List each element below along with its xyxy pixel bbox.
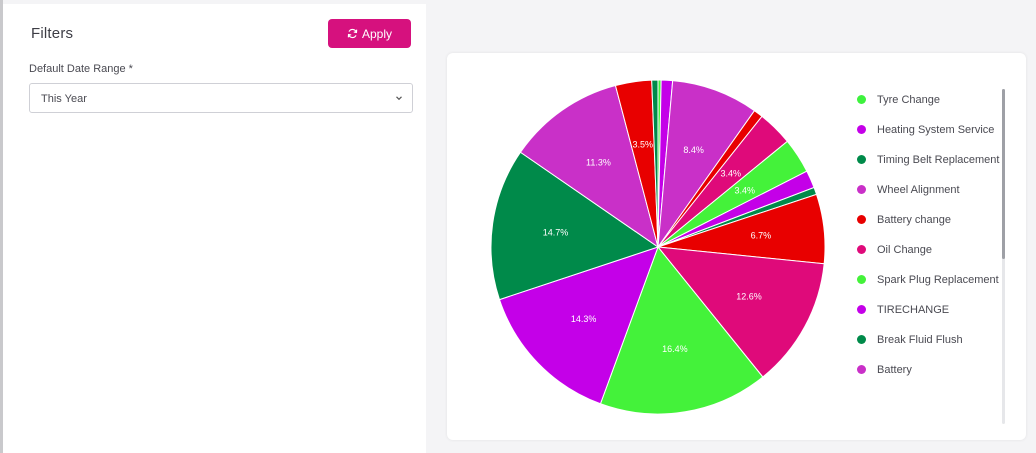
- legend-item[interactable]: TIRECHANGE: [857, 303, 1002, 317]
- pie-slice-label: 14.3%: [571, 314, 597, 324]
- legend-scroll-thumb[interactable]: [1002, 89, 1005, 259]
- pie-slice-label: 11.3%: [586, 157, 611, 167]
- legend-label: Battery: [877, 364, 912, 376]
- legend-color-dot: [857, 155, 866, 164]
- pie-chart: 8.4% 3.4% 3.4% 6.7% 12.6% 16.4% 14.3% 14.7% 11.3…: [490, 79, 826, 415]
- legend-item[interactable]: Break Fluid Flush: [857, 333, 1002, 347]
- legend-item[interactable]: Battery: [857, 363, 1002, 377]
- pie-slice-label: 16.4%: [662, 344, 688, 354]
- legend-label: Heating System Service: [877, 124, 995, 136]
- legend-color-dot: [857, 275, 866, 284]
- apply-label: Apply: [361, 26, 393, 41]
- legend-item[interactable]: Oil Change: [857, 243, 1002, 257]
- legend-color-dot: [857, 335, 866, 344]
- date-range-select[interactable]: This Year: [29, 83, 413, 113]
- legend-label: Oil Change: [877, 244, 933, 256]
- legend-color-dot: [857, 305, 866, 314]
- legend-scrollbar[interactable]: [1002, 89, 1005, 424]
- legend-color-dot: [857, 245, 866, 254]
- pie-slice[interactable]: [599, 245, 764, 415]
- pie-slice[interactable]: [656, 246, 825, 378]
- legend-color-dot: [857, 95, 866, 104]
- legend-label: TIRECHANGE: [877, 304, 950, 316]
- legend-label: Timing Belt Replacement: [877, 154, 1000, 166]
- pie-slice[interactable]: [651, 79, 659, 248]
- pie-slice-label: 14.7%: [543, 227, 569, 237]
- pie-slice-label: 3.4%: [734, 185, 755, 195]
- legend-color-dot: [857, 125, 866, 134]
- filter-panel: Filters Apply Default Date Range * This …: [3, 4, 426, 453]
- legend-label: Spark Plug Replacement: [877, 274, 999, 286]
- window-edge: [0, 0, 3, 453]
- pie-slice[interactable]: [519, 84, 659, 249]
- legend-color-dot: [857, 215, 866, 224]
- legend-label: Tyre Change: [877, 94, 940, 106]
- legend-item[interactable]: Heating System Service: [857, 123, 1002, 137]
- date-range-value: This Year: [41, 93, 87, 105]
- legend-item[interactable]: Timing Belt Replacement: [857, 153, 1002, 167]
- legend-label: Wheel Alignment: [877, 184, 960, 196]
- legend-label: Break Fluid Flush: [877, 334, 963, 346]
- refresh-icon: [347, 28, 358, 39]
- pie-slice[interactable]: [498, 246, 659, 405]
- legend-color-dot: [857, 365, 866, 374]
- pie-slice-label: 12.6%: [736, 291, 762, 301]
- chevron-down-icon: [396, 96, 402, 101]
- legend-item[interactable]: Spark Plug Replacement: [857, 273, 1002, 287]
- chart-card: 8.4% 3.4% 3.4% 6.7% 12.6% 16.4% 14.3% 14.7% 11.3…: [447, 53, 1026, 440]
- chart-legend: Tyre Change Heating System Service Timing …: [857, 93, 1002, 428]
- pie-slice-label: 3.5%: [633, 140, 654, 150]
- legend-color-dot: [857, 185, 866, 194]
- legend-item[interactable]: Tyre Change: [857, 93, 1002, 107]
- date-range-label: Default Date Range *: [29, 63, 133, 75]
- legend-item[interactable]: Battery change: [857, 213, 1002, 227]
- filters-title: Filters: [31, 25, 74, 42]
- apply-button[interactable]: Apply: [328, 19, 411, 48]
- pie-slice-label: 6.7%: [751, 231, 772, 241]
- pie-slice[interactable]: [490, 151, 660, 301]
- legend-item[interactable]: Wheel Alignment: [857, 183, 1002, 197]
- pie-slice-label: 3.4%: [720, 168, 741, 178]
- pie-slice[interactable]: [657, 80, 756, 249]
- legend-label: Battery change: [877, 214, 951, 226]
- pie-slice-label: 8.4%: [683, 145, 704, 155]
